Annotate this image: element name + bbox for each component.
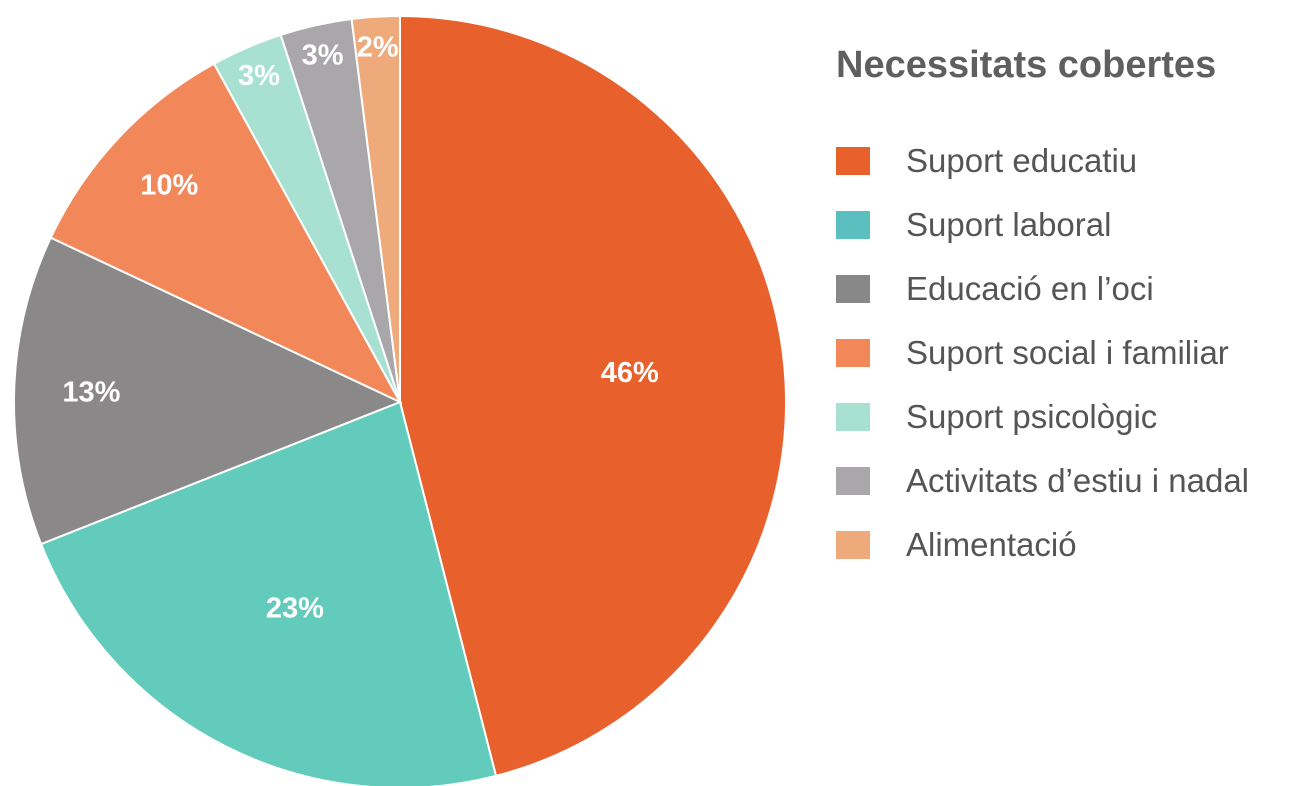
legend-item: Activitats d’estiu i nadal — [836, 449, 1296, 513]
pie-slice-4 — [49, 62, 403, 405]
legend-label: Activitats d’estiu i nadal — [906, 462, 1250, 499]
slice-label-7: 2% — [357, 32, 399, 64]
slice-label-3: 13% — [62, 376, 120, 408]
legend-swatch — [836, 211, 870, 239]
legend-item: Suport social i familiar — [836, 321, 1296, 385]
legend-label: Educació en l’oci — [906, 270, 1154, 307]
legend-item: Suport psicològic — [836, 385, 1296, 449]
legend-swatch — [836, 403, 870, 431]
legend-list: Suport educatiu Suport laboral Educació en… — [836, 129, 1296, 577]
pie-slice-7 — [350, 14, 401, 403]
legend-label: Suport social i familiar — [906, 334, 1229, 371]
legend: Necessitats cobertes Suport educatiu Supo… — [836, 44, 1296, 577]
legend-swatch — [836, 147, 870, 175]
legend-item: Alimentació — [836, 513, 1296, 577]
slice-label-1: 46% — [601, 357, 659, 389]
slice-label-4: 10% — [140, 169, 198, 201]
slice-label-6: 3% — [302, 39, 344, 71]
pie-chart: 46% 23% 13% 10% 3% 3% 2% — [13, 14, 787, 786]
legend-label: Alimentació — [906, 526, 1077, 563]
pie-slice-2 — [39, 400, 498, 786]
legend-swatch — [836, 531, 870, 559]
legend-label: Suport psicològic — [906, 398, 1158, 435]
chart-title: Necessitats cobertes — [836, 44, 1217, 86]
legend-item: Educació en l’oci — [836, 257, 1296, 321]
slice-label-5: 3% — [238, 60, 280, 92]
pie-slice-1 — [399, 14, 787, 778]
legend-swatch — [836, 467, 870, 495]
slice-label-2: 23% — [266, 592, 324, 624]
legend-swatch — [836, 339, 870, 367]
legend-label: Suport laboral — [906, 206, 1112, 243]
legend-item: Suport educatiu — [836, 129, 1296, 193]
pie-slice-3 — [13, 236, 403, 546]
legend-label: Suport educatiu — [906, 142, 1138, 179]
legend-item: Suport laboral — [836, 193, 1296, 257]
legend-swatch — [836, 275, 870, 303]
